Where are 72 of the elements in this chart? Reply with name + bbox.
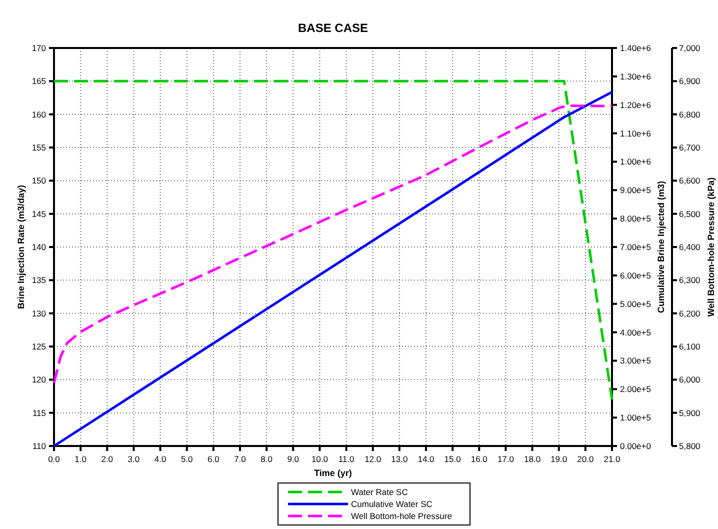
x-tick-label: 1.0 [74,454,87,464]
x-tick-label: 10.0 [311,454,328,464]
x-axis-title: Time (yr) [314,468,352,478]
y3-tick-label: 6,100 [679,342,701,352]
y-tick-label: 125 [32,342,46,352]
y3-axis-title: Well Bottom-hole Pressure (kPa) [706,177,716,317]
x-tick-label: 17.0 [497,454,514,464]
x-tick-label: 16.0 [470,454,488,464]
x-tick-label: 5.0 [180,454,194,464]
x-tick-label: 19.0 [550,454,568,464]
y3-tick-label: 7,000 [679,43,701,53]
legend-label: Cumulative Water SC [351,499,432,509]
y2-tick-label: 1.00e+6 [620,156,652,167]
y-tick-label: 155 [32,142,46,152]
y2-tick-label: 1.40e+6 [620,43,652,53]
y-tick-label: 135 [32,275,46,286]
y2-tick-label: 1.20e+6 [620,100,652,110]
y-tick-label: 130 [32,308,46,318]
x-tick-label: 15.0 [444,454,462,464]
line-series [52,90,614,448]
y3-tick-label: 6,000 [679,374,701,385]
legend-label: Water Rate SC [351,487,408,497]
y3-tick-label: 6,800 [679,109,701,120]
y-axis-title: Brine Injection Rate (m3/day) [16,184,26,310]
y3-tick-label: 6,900 [679,76,701,86]
y3-tick-label: 6,500 [679,208,701,219]
y-tick-label: 115 [32,408,46,418]
y3-tick-label: 6,300 [679,275,701,286]
y2-tick-label: 7.00e+5 [620,242,652,252]
y3-tick-label: 6,700 [679,142,701,152]
x-tick-label: 14.0 [418,454,435,464]
y-tick-label: 110 [32,441,46,451]
y-tick-label: 160 [32,109,46,120]
y2-tick-label: 1.10e+6 [620,128,652,138]
x-tick-label: 8.0 [260,454,273,464]
x-tick-label: 12.0 [364,454,382,464]
x-tick-label: 9.0 [287,454,300,464]
x-tick-label: 20.0 [577,454,594,464]
y3-tick-label: 6,400 [679,242,701,252]
y2-tick-label: 4.00e+5 [620,327,652,338]
y-tick-label: 150 [32,176,46,186]
y3-tick-label: 5,800 [679,441,701,451]
y2-axis-title: Cumulative Brine Injected (m3) [656,180,666,314]
y2-tick-label: 0.00e+0 [620,441,652,451]
y-tick-label: 165 [32,76,46,86]
y2-tick-label: 5.00e+5 [620,298,652,309]
y-tick-label: 140 [32,242,46,252]
x-tick-label: 13.0 [391,454,408,464]
y2-tick-label: 6.00e+5 [620,270,652,280]
legend-label: Well Bottom-hole Pressure [351,511,452,521]
y2-tick-label: 2.00e+5 [620,384,652,394]
chart-title: BASE CASE [298,21,368,35]
x-tick-label: 4.0 [154,454,166,464]
x-tick-label: 7.0 [234,454,246,464]
x-tick-label: 6.0 [208,454,220,464]
y3-tick-label: 6,600 [679,176,701,186]
y2-tick-label: 1.00e+5 [620,412,652,423]
y-tick-label: 170 [32,43,46,53]
x-tick-label: 21.0 [604,454,621,464]
y3-tick-label: 6,200 [679,308,701,318]
y2-tick-label: 8.00e+5 [620,214,652,224]
x-tick-label: 0.0 [48,454,60,464]
y-tick-label: 145 [32,208,46,219]
y3-tick-label: 5,900 [679,408,701,418]
y2-tick-label: 1.30e+6 [620,71,652,82]
x-tick-label: 2.0 [101,454,114,464]
x-tick-label: 3.0 [128,454,140,464]
y2-tick-label: 9.00e+5 [620,185,652,196]
y2-tick-label: 3.00e+5 [620,356,652,366]
x-tick-label: 18.0 [524,454,541,464]
x-tick-label: 11.0 [338,454,355,464]
y-tick-label: 120 [32,374,46,385]
